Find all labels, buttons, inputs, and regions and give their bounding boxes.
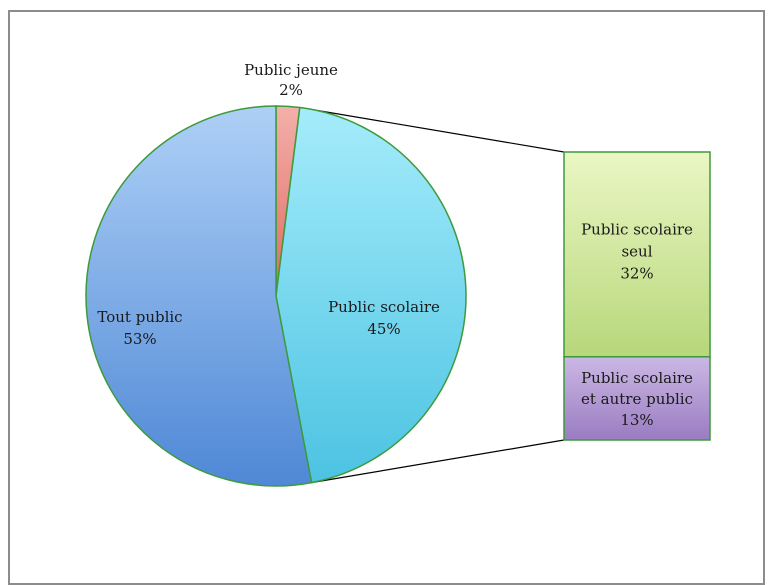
label-public-scolaire-line-2: 45% <box>367 320 400 338</box>
label-public-scolaire-seul-line-3: 32% <box>620 264 653 282</box>
label-tout-public-line-1: Tout public <box>97 308 182 326</box>
label-public-scolaire-et-autre-public-line-2: et autre public <box>581 390 693 408</box>
bar-segment-public-scolaire-seul <box>563 151 711 358</box>
connector-line-bottom <box>311 439 565 484</box>
pie-slice-public-scolaire <box>275 106 467 484</box>
label-public-jeune-line-2: 2% <box>279 81 303 99</box>
data-labels: Public jeune 2% Public scolaire 45% Tout pub… <box>97 61 693 429</box>
breakdown-bar <box>563 151 711 441</box>
label-public-scolaire-seul-line-1: Public scolaire <box>581 220 693 238</box>
pie-slice-tout-public <box>85 105 313 487</box>
pie <box>85 105 467 487</box>
label-tout-public-line-2: 53% <box>123 330 156 348</box>
label-public-scolaire-et-autre-public-line-3: 13% <box>620 411 653 429</box>
connector-line-top <box>299 106 565 153</box>
label-public-jeune-line-1: Public jeune <box>244 61 338 79</box>
connector-lines <box>299 106 565 484</box>
label-public-scolaire-seul-line-2: seul <box>621 242 652 260</box>
bar-segment-public-scolaire-et-autre-public <box>563 356 711 441</box>
label-public-scolaire-et-autre-public-line-1: Public scolaire <box>581 369 693 387</box>
label-public-scolaire-line-1: Public scolaire <box>328 298 440 316</box>
bar-of-pie-chart: Public jeune 2% Public scolaire 45% Tout pub… <box>85 61 711 487</box>
